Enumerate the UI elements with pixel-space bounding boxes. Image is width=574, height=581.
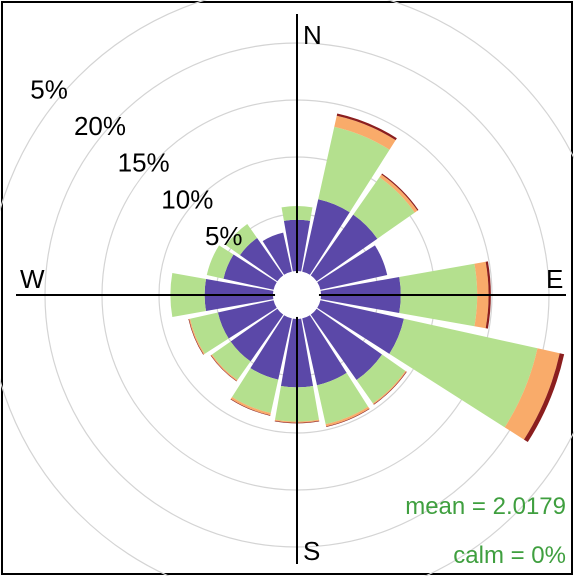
petal-segment-nne-1 [302,199,350,275]
petal-segment-wsw-2 [190,312,229,354]
petal-segment-nne-3 [334,115,396,150]
petal-segment-nne-4 [336,113,397,141]
calm-annotation: calm = 0% [453,542,566,569]
ring-labels: 5%10%15%20%5% [30,74,242,251]
petal-segment-ne-3 [379,174,418,213]
petal-segment-wnw-1 [223,254,277,290]
petal-segment-ese-4 [523,353,565,443]
ring-label: 5% [205,221,243,251]
petal-segment-se-2 [356,354,406,404]
mean-annotation: mean = 2.0179 [405,493,566,520]
petal-segment-sse-3 [325,406,370,427]
petal-segment-ne-1 [310,214,378,282]
petal-segment-ssw-1 [250,315,292,380]
petal-segment-nnw-1 [262,232,292,275]
petal-segment-sw-3 [211,354,238,381]
petal-segment-ssw-3 [230,396,271,416]
east-label: E [546,264,563,294]
petal-segment-sse-2 [316,372,369,425]
petal-segment-se-1 [310,308,383,381]
petal-segment-nw-2 [225,223,258,256]
petal-segment-s-3 [274,419,320,423]
ring-label: 10% [161,184,213,214]
petal-segment-s-4 [274,420,320,424]
petal-segment-e-4 [485,261,491,329]
ring-label: 15% [118,148,170,178]
ring-label: 20% [74,111,126,141]
center-hole [275,273,319,317]
south-label: S [303,536,320,566]
petal-segment-ese-2 [389,318,538,428]
petal-segment-se-3 [372,370,407,405]
petal-segment-nne-2 [318,126,390,213]
petal-segment-wnw-2 [206,245,234,279]
petal-segment-ese-1 [317,300,404,354]
petal-segment-wsw-3 [188,318,205,355]
petal-segment-wsw-1 [217,300,277,339]
petal-segment-sse-1 [302,315,347,386]
petal-segment-ene-1 [317,245,388,290]
north-label: N [303,20,322,50]
petal-segment-ese-3 [504,348,560,440]
petal-segment-ne-2 [353,177,415,239]
west-label: W [20,264,45,294]
petal-segment-sw-2 [211,341,251,381]
ring-label: 5% [30,74,68,104]
petal-segment-nw-1 [239,237,284,282]
petal-segment-sw-1 [230,308,284,362]
petal-segment-ssw-2 [232,368,279,414]
